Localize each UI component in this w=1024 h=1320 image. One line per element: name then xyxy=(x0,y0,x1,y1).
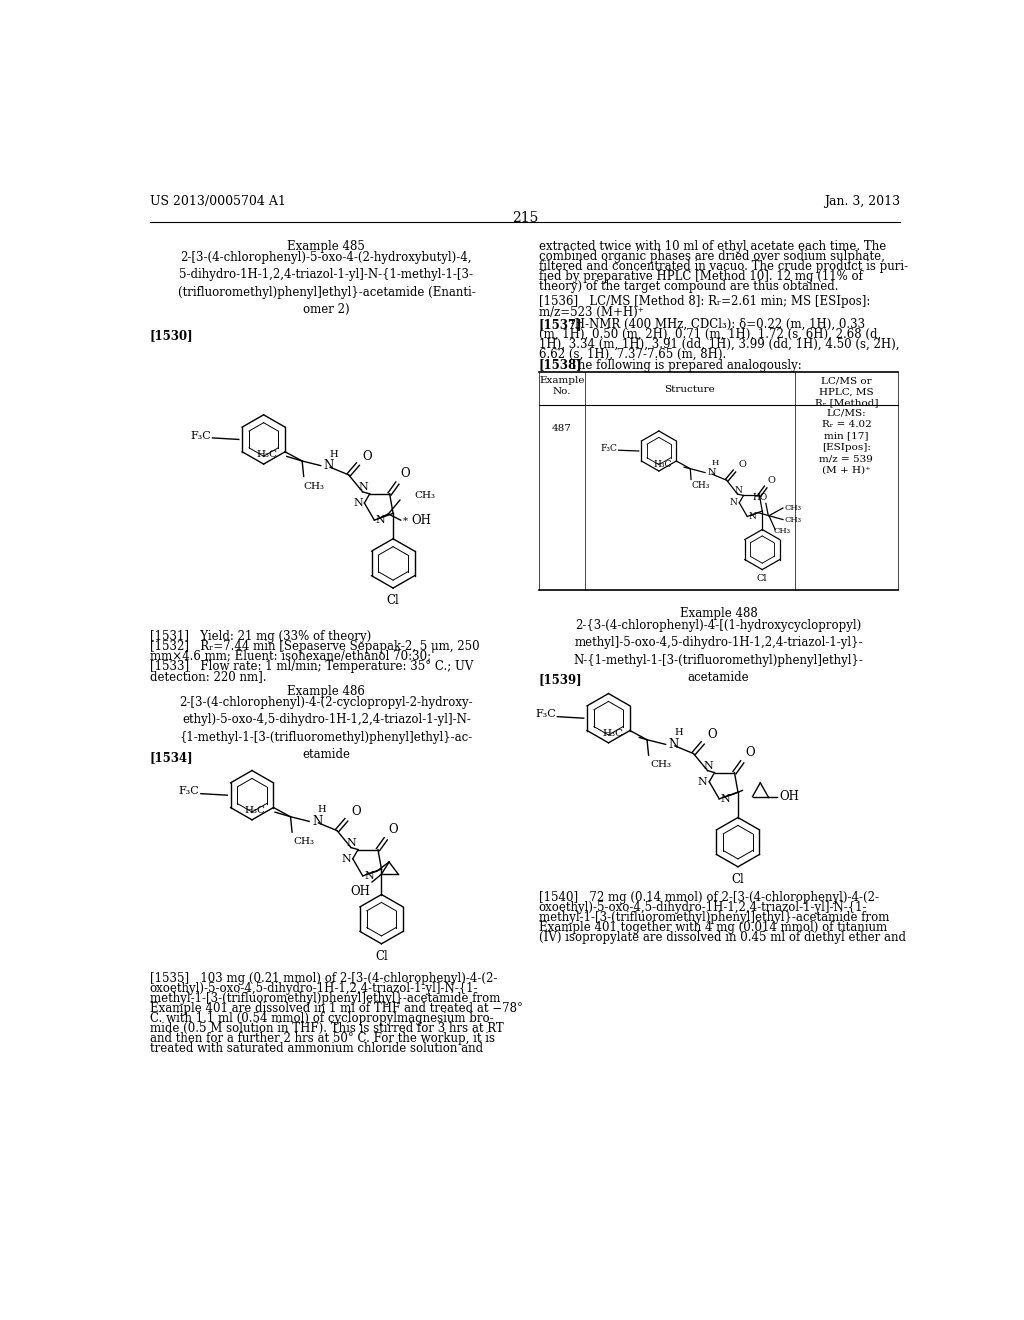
Text: Example 486: Example 486 xyxy=(288,685,366,698)
Text: 2-{3-(4-chlorophenyl)-4-[(1-hydroxycyclopropyl)
methyl]-5-oxo-4,5-dihydro-1H-1,2: 2-{3-(4-chlorophenyl)-4-[(1-hydroxycyclo… xyxy=(573,619,863,684)
Text: O: O xyxy=(768,475,776,484)
Text: H₃C: H₃C xyxy=(256,450,278,459)
Text: F₃C: F₃C xyxy=(190,430,211,441)
Text: oxoethyl)-5-oxo-4,5-dihydro-1H-1,2,4-triazol-1-yl]-N-{1-: oxoethyl)-5-oxo-4,5-dihydro-1H-1,2,4-tri… xyxy=(150,982,478,995)
Text: N: N xyxy=(358,482,369,492)
Text: C. with 1.1 ml (0.54 mmol) of cyclopropylmagnesium bro-: C. with 1.1 ml (0.54 mmol) of cyclopropy… xyxy=(150,1012,494,1026)
Text: N: N xyxy=(347,838,356,847)
Text: fied by preparative HPLC [Method 10]. 12 mg (11% of: fied by preparative HPLC [Method 10]. 12… xyxy=(539,271,862,282)
Text: m/z=523 (M+H)⁺: m/z=523 (M+H)⁺ xyxy=(539,305,644,318)
Text: Cl: Cl xyxy=(731,873,744,886)
Text: 6.62 (s, 1H), 7.37-7.65 (m, 8H).: 6.62 (s, 1H), 7.37-7.65 (m, 8H). xyxy=(539,348,726,360)
Text: methyl-1-[3-(trifluoromethyl)phenyl]ethyl}-acetamide from: methyl-1-[3-(trifluoromethyl)phenyl]ethy… xyxy=(539,911,889,924)
Text: N: N xyxy=(721,793,730,804)
Text: 215: 215 xyxy=(512,211,538,224)
Text: H: H xyxy=(317,805,327,814)
Text: extracted twice with 10 ml of ethyl acetate each time. The: extracted twice with 10 ml of ethyl acet… xyxy=(539,240,886,253)
Text: [1533]   Flow rate: 1 ml/min; Temperature: 35° C.; UV: [1533] Flow rate: 1 ml/min; Temperature:… xyxy=(150,660,473,673)
Text: (m, 1H), 0.50 (m, 2H), 0.71 (m, 1H), 1.72 (s, 6H), 2.68 (d,: (m, 1H), 0.50 (m, 2H), 0.71 (m, 1H), 1.7… xyxy=(539,327,881,341)
Text: Example 401 are dissolved in 1 ml of THF and treated at −78°: Example 401 are dissolved in 1 ml of THF… xyxy=(150,1002,522,1015)
Text: [1540]   72 mg (0.14 mmol) of 2-[3-(4-chlorophenyl)-4-(2-: [1540] 72 mg (0.14 mmol) of 2-[3-(4-chlo… xyxy=(539,891,879,904)
Text: N: N xyxy=(669,738,679,751)
Text: N: N xyxy=(749,512,756,521)
Text: F₃C: F₃C xyxy=(536,709,556,719)
Text: Cl: Cl xyxy=(387,594,399,607)
Text: filtered and concentrated in vacuo. The crude product is puri-: filtered and concentrated in vacuo. The … xyxy=(539,260,908,273)
Text: CH₃: CH₃ xyxy=(650,760,671,768)
Text: The following is prepared analogously:: The following is prepared analogously: xyxy=(569,359,802,372)
Text: HO: HO xyxy=(753,492,767,502)
Text: methyl-1-[3-(trifluoromethyl)phenyl]ethyl}-acetamide from: methyl-1-[3-(trifluoromethyl)phenyl]ethy… xyxy=(150,993,500,1006)
Text: H₃C: H₃C xyxy=(603,729,624,738)
Text: Jan. 3, 2013: Jan. 3, 2013 xyxy=(823,195,900,209)
Text: [1530]: [1530] xyxy=(150,330,194,342)
Text: O: O xyxy=(738,459,746,469)
Text: N: N xyxy=(698,776,708,787)
Text: [1535]   103 mg (0.21 mmol) of 2-[3-(4-chlorophenyl)-4-(2-: [1535] 103 mg (0.21 mmol) of 2-[3-(4-chl… xyxy=(150,973,497,985)
Text: CH₃: CH₃ xyxy=(784,516,802,524)
Text: N: N xyxy=(365,871,374,880)
Text: H: H xyxy=(330,450,338,459)
Text: and then for a further 2 hrs at 50° C. For the workup, it is: and then for a further 2 hrs at 50° C. F… xyxy=(150,1032,495,1045)
Text: detection: 220 nm].: detection: 220 nm]. xyxy=(150,669,266,682)
Text: mm×4.6 mm; Eluent: isohexane/ethanol 70:30;: mm×4.6 mm; Eluent: isohexane/ethanol 70:… xyxy=(150,649,431,663)
Text: F₃C: F₃C xyxy=(178,787,200,796)
Text: oxoethyl)-5-oxo-4,5-dihydro-1H-1,2,4-triazol-1-yl]-N-{1-: oxoethyl)-5-oxo-4,5-dihydro-1H-1,2,4-tri… xyxy=(539,902,867,915)
Text: OH: OH xyxy=(412,513,431,527)
Text: 1H), 3.34 (m, 1H), 3.91 (dd, 1H), 3.99 (dd, 1H), 4.50 (s, 2H),: 1H), 3.34 (m, 1H), 3.91 (dd, 1H), 3.99 (… xyxy=(539,338,899,351)
Text: N: N xyxy=(708,469,716,477)
Text: ¹H-NMR (400 MHz, CDCl₃): δ=0.22 (m, 1H), 0.33: ¹H-NMR (400 MHz, CDCl₃): δ=0.22 (m, 1H),… xyxy=(569,318,865,331)
Text: Structure: Structure xyxy=(665,385,715,393)
Text: CH₃: CH₃ xyxy=(692,480,711,490)
Text: N: N xyxy=(341,854,351,863)
Text: 2-[3-(4-chlorophenyl)-4-(2-cyclopropyl-2-hydroxy-
ethyl)-5-oxo-4,5-dihydro-1H-1,: 2-[3-(4-chlorophenyl)-4-(2-cyclopropyl-2… xyxy=(179,696,473,762)
Text: Cl: Cl xyxy=(757,574,768,583)
Text: H: H xyxy=(712,459,719,467)
Text: US 2013/0005704 A1: US 2013/0005704 A1 xyxy=(150,195,286,209)
Text: [1538]: [1538] xyxy=(539,359,583,372)
Text: 487: 487 xyxy=(552,424,572,433)
Text: [1536]   LC/MS [Method 8]: Rᵣ=2.61 min; MS [ESIpos]:: [1536] LC/MS [Method 8]: Rᵣ=2.61 min; MS… xyxy=(539,296,870,309)
Text: combined organic phases are dried over sodium sulphate,: combined organic phases are dried over s… xyxy=(539,249,885,263)
Text: H₃C: H₃C xyxy=(245,807,265,814)
Text: F₃C: F₃C xyxy=(600,445,617,453)
Text: O: O xyxy=(400,467,410,480)
Text: (IV) isopropylate are dissolved in 0.45 ml of diethyl ether and: (IV) isopropylate are dissolved in 0.45 … xyxy=(539,932,906,945)
Text: N: N xyxy=(734,486,742,495)
Text: *: * xyxy=(403,517,409,527)
Text: CH₃: CH₃ xyxy=(414,491,435,500)
Text: Cl: Cl xyxy=(375,950,388,964)
Text: treated with saturated ammonium chloride solution and: treated with saturated ammonium chloride… xyxy=(150,1043,483,1056)
Text: CH₃: CH₃ xyxy=(784,504,802,512)
Text: N: N xyxy=(703,762,713,771)
Text: LC/MS:
Rᵣ = 4.02
min [17]
[ESIpos]:
m/z = 539
(M + H)⁺: LC/MS: Rᵣ = 4.02 min [17] [ESIpos]: m/z … xyxy=(819,409,873,475)
Text: N: N xyxy=(730,498,737,507)
Text: O: O xyxy=(362,450,373,462)
Text: CH₃: CH₃ xyxy=(773,527,791,535)
Text: Example 401 together with 4 mg (0.014 mmol) of titanium: Example 401 together with 4 mg (0.014 mm… xyxy=(539,921,887,935)
Text: LC/MS or
HPLC, MS
Rᵣ [Method]: LC/MS or HPLC, MS Rᵣ [Method] xyxy=(815,376,879,408)
Text: CH₃: CH₃ xyxy=(294,837,314,846)
Text: H: H xyxy=(674,729,683,738)
Text: H₃C: H₃C xyxy=(653,459,672,469)
Text: OH: OH xyxy=(779,791,799,803)
Text: 2-[3-(4-chlorophenyl)-5-oxo-4-(2-hydroxybutyl)-4,
5-dihydro-1H-1,2,4-triazol-1-y: 2-[3-(4-chlorophenyl)-5-oxo-4-(2-hydroxy… xyxy=(177,251,475,317)
Text: [1531]   Yield: 21 mg (33% of theory): [1531] Yield: 21 mg (33% of theory) xyxy=(150,630,371,643)
Text: N: N xyxy=(353,498,362,508)
Text: Example 485: Example 485 xyxy=(288,240,366,253)
Text: N: N xyxy=(376,515,386,525)
Text: CH₃: CH₃ xyxy=(304,482,325,491)
Text: mide (0.5 M solution in THF). This is stirred for 3 hrs at RT: mide (0.5 M solution in THF). This is st… xyxy=(150,1022,504,1035)
Text: O: O xyxy=(389,822,398,836)
Text: O: O xyxy=(745,746,755,759)
Text: N: N xyxy=(312,814,323,828)
Text: OH: OH xyxy=(350,886,371,898)
Text: theory) of the target compound are thus obtained.: theory) of the target compound are thus … xyxy=(539,280,839,293)
Text: [1534]: [1534] xyxy=(150,751,194,764)
Text: [1532]   Rᵣ=7.44 min [Sepaserve Sepapak-2, 5 μm, 250: [1532] Rᵣ=7.44 min [Sepaserve Sepapak-2,… xyxy=(150,640,479,653)
Text: Example
No.: Example No. xyxy=(540,376,585,396)
Text: O: O xyxy=(708,729,717,742)
Text: [1537]: [1537] xyxy=(539,318,583,331)
Text: O: O xyxy=(351,805,360,818)
Text: Example 488: Example 488 xyxy=(680,607,758,619)
